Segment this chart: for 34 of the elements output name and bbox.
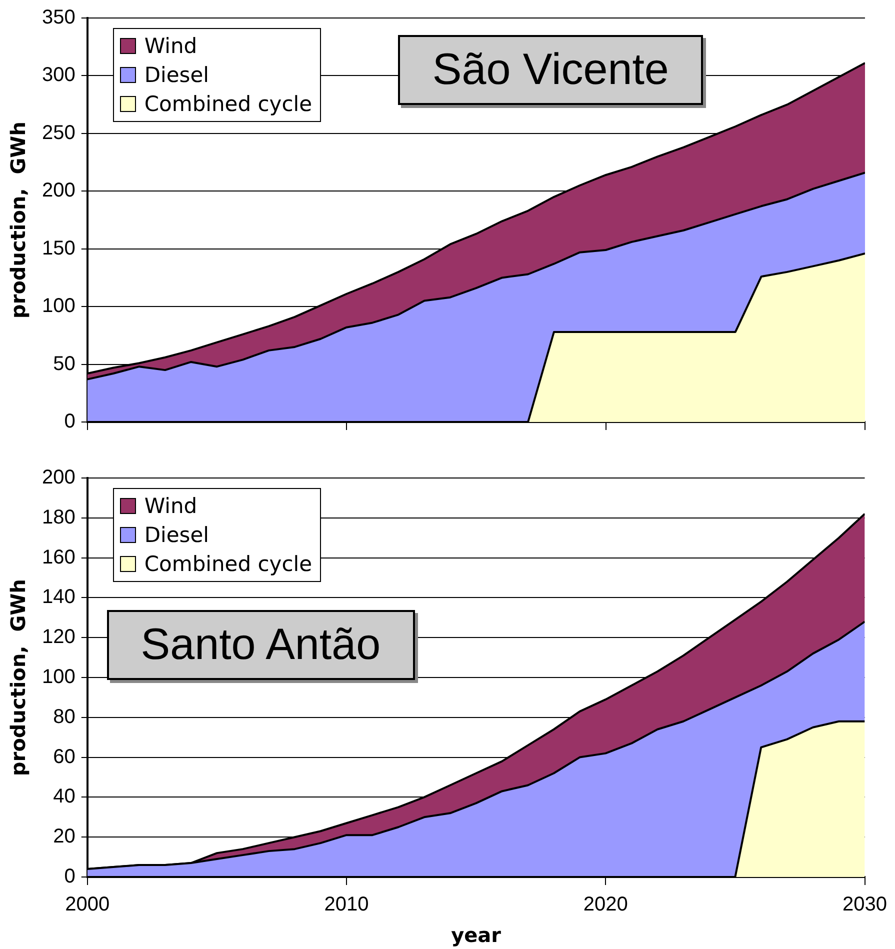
y-tick-label: 0 xyxy=(64,410,76,433)
y-tick-label: 40 xyxy=(53,786,76,808)
y-tick-label: 350 xyxy=(42,6,76,29)
y-tick-label: 100 xyxy=(42,295,76,318)
legend-label: Diesel xyxy=(144,522,209,546)
x-tick-label: 2030 xyxy=(842,894,888,916)
y-tick-label: 120 xyxy=(42,626,76,648)
y-tick-label: 250 xyxy=(42,122,76,144)
y-axis-title: production, GWh xyxy=(6,579,30,776)
y-tick-label: 50 xyxy=(53,352,76,375)
annotation: Santo Antão xyxy=(106,610,415,680)
legend-label: Combined cycle xyxy=(144,552,312,576)
y-tick-label: 60 xyxy=(53,746,76,768)
y-tick-label: 180 xyxy=(42,506,76,528)
annotation: São Vicente xyxy=(398,35,703,106)
y-axis-title: production, GWh xyxy=(6,122,30,318)
y-tick-label: 140 xyxy=(42,586,76,608)
y-tick-label: 100 xyxy=(42,666,76,688)
legend-label: Combined cycle xyxy=(144,92,312,116)
legend-label: Wind xyxy=(144,494,198,518)
y-tick-label: 300 xyxy=(42,64,76,86)
legend-label: Wind xyxy=(144,34,198,58)
legend-label: Diesel xyxy=(144,62,209,86)
y-tick-label: 200 xyxy=(42,466,76,489)
y-tick-label: 160 xyxy=(42,546,76,568)
x-axis-title: year xyxy=(451,923,502,948)
x-tick-label: 2010 xyxy=(324,894,369,916)
y-tick-label: 150 xyxy=(42,237,76,260)
y-tick-label: 80 xyxy=(53,706,76,728)
x-tick-label: 2000 xyxy=(65,894,110,916)
y-tick-label: 20 xyxy=(53,826,76,848)
y-tick-label: 0 xyxy=(64,866,76,888)
y-tick-label: 200 xyxy=(42,180,76,202)
x-tick-label: 2020 xyxy=(583,894,628,916)
